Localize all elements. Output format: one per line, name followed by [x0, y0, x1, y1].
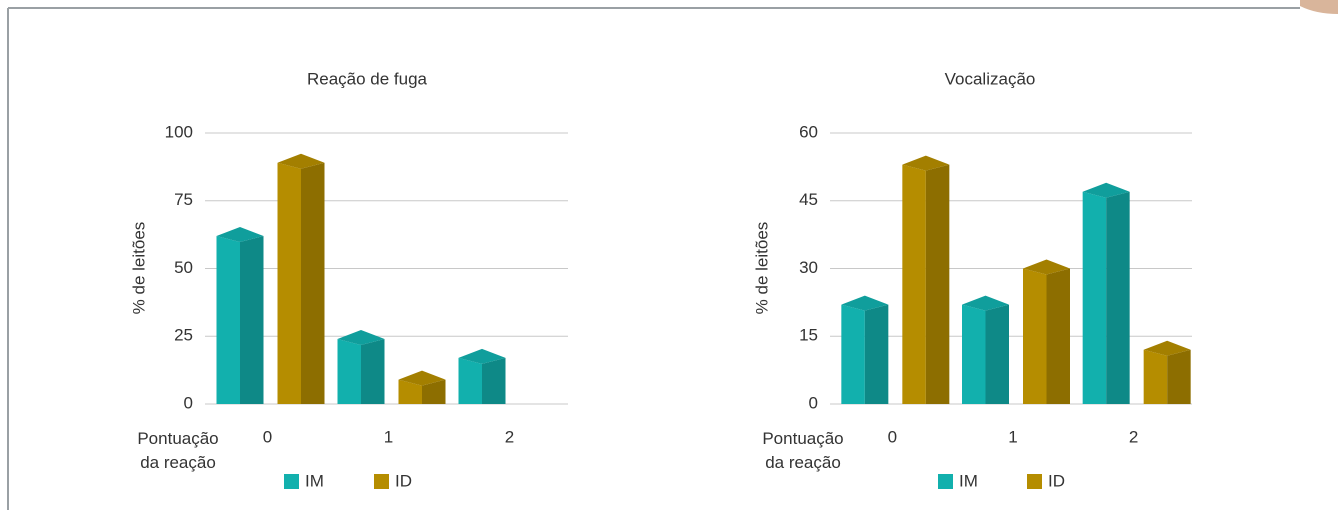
y-tick-label: 60	[799, 122, 818, 141]
chart-title: Reação de fuga	[307, 69, 428, 88]
corner-image	[1300, 0, 1338, 14]
legend-swatch	[1027, 474, 1042, 489]
page: Reação de fuga % de leitões Pontuaçãoda re…	[0, 0, 1338, 510]
bar	[278, 154, 325, 404]
x-tick-label: 1	[1008, 427, 1017, 446]
bar-side	[482, 358, 506, 404]
x-tick-label: 1	[384, 427, 393, 446]
bar-side	[926, 165, 950, 404]
bar-front	[962, 305, 986, 404]
y-tick-label: 45	[799, 190, 818, 209]
bar-front	[1023, 269, 1047, 405]
y-axis-label: % de leitões	[129, 222, 148, 315]
bar	[902, 156, 949, 404]
y-tick-label: 75	[174, 190, 193, 209]
x-tick-label: 0	[888, 427, 897, 446]
legend-label: ID	[1048, 471, 1065, 490]
y-tick-label: 0	[809, 393, 818, 412]
chart-title: Vocalização	[945, 69, 1036, 88]
bar	[217, 227, 264, 404]
y-axis-label: % de leitões	[752, 222, 771, 315]
bar-front	[841, 305, 865, 404]
bar-side	[865, 305, 889, 404]
x-tick-label: 2	[1129, 427, 1138, 446]
legend-swatch	[284, 474, 299, 489]
bar-front	[338, 339, 362, 404]
bar-side	[1167, 350, 1191, 404]
legend-label: ID	[395, 471, 412, 490]
bar-side	[361, 339, 385, 404]
bar-front	[1083, 192, 1107, 404]
bar	[338, 330, 385, 404]
x-tick-label: 2	[505, 427, 514, 446]
bar	[399, 371, 446, 404]
bar-front	[217, 236, 241, 404]
bar-side	[986, 305, 1010, 404]
bar-side	[240, 236, 264, 404]
bar-side	[301, 163, 325, 404]
y-tick-label: 30	[799, 258, 818, 277]
y-tick-label: 100	[165, 122, 193, 141]
bar-front	[902, 165, 926, 404]
y-tick-label: 0	[184, 393, 193, 412]
bar-front	[278, 163, 302, 404]
bar-front	[1144, 350, 1168, 404]
legend-label: IM	[959, 471, 978, 490]
bar-side	[1047, 269, 1071, 405]
bar	[962, 296, 1009, 404]
bar	[459, 349, 506, 404]
y-tick-label: 25	[174, 326, 193, 345]
bar	[1023, 260, 1070, 405]
legend-swatch	[938, 474, 953, 489]
bar	[1083, 183, 1130, 404]
legend-swatch	[374, 474, 389, 489]
bar	[841, 296, 888, 404]
y-tick-label: 50	[174, 258, 193, 277]
x-tick-label: 0	[263, 427, 272, 446]
y-tick-label: 15	[799, 326, 818, 345]
bar	[1144, 341, 1191, 404]
legend-label: IM	[305, 471, 324, 490]
bar-side	[1106, 192, 1130, 404]
bar-front	[459, 358, 483, 404]
